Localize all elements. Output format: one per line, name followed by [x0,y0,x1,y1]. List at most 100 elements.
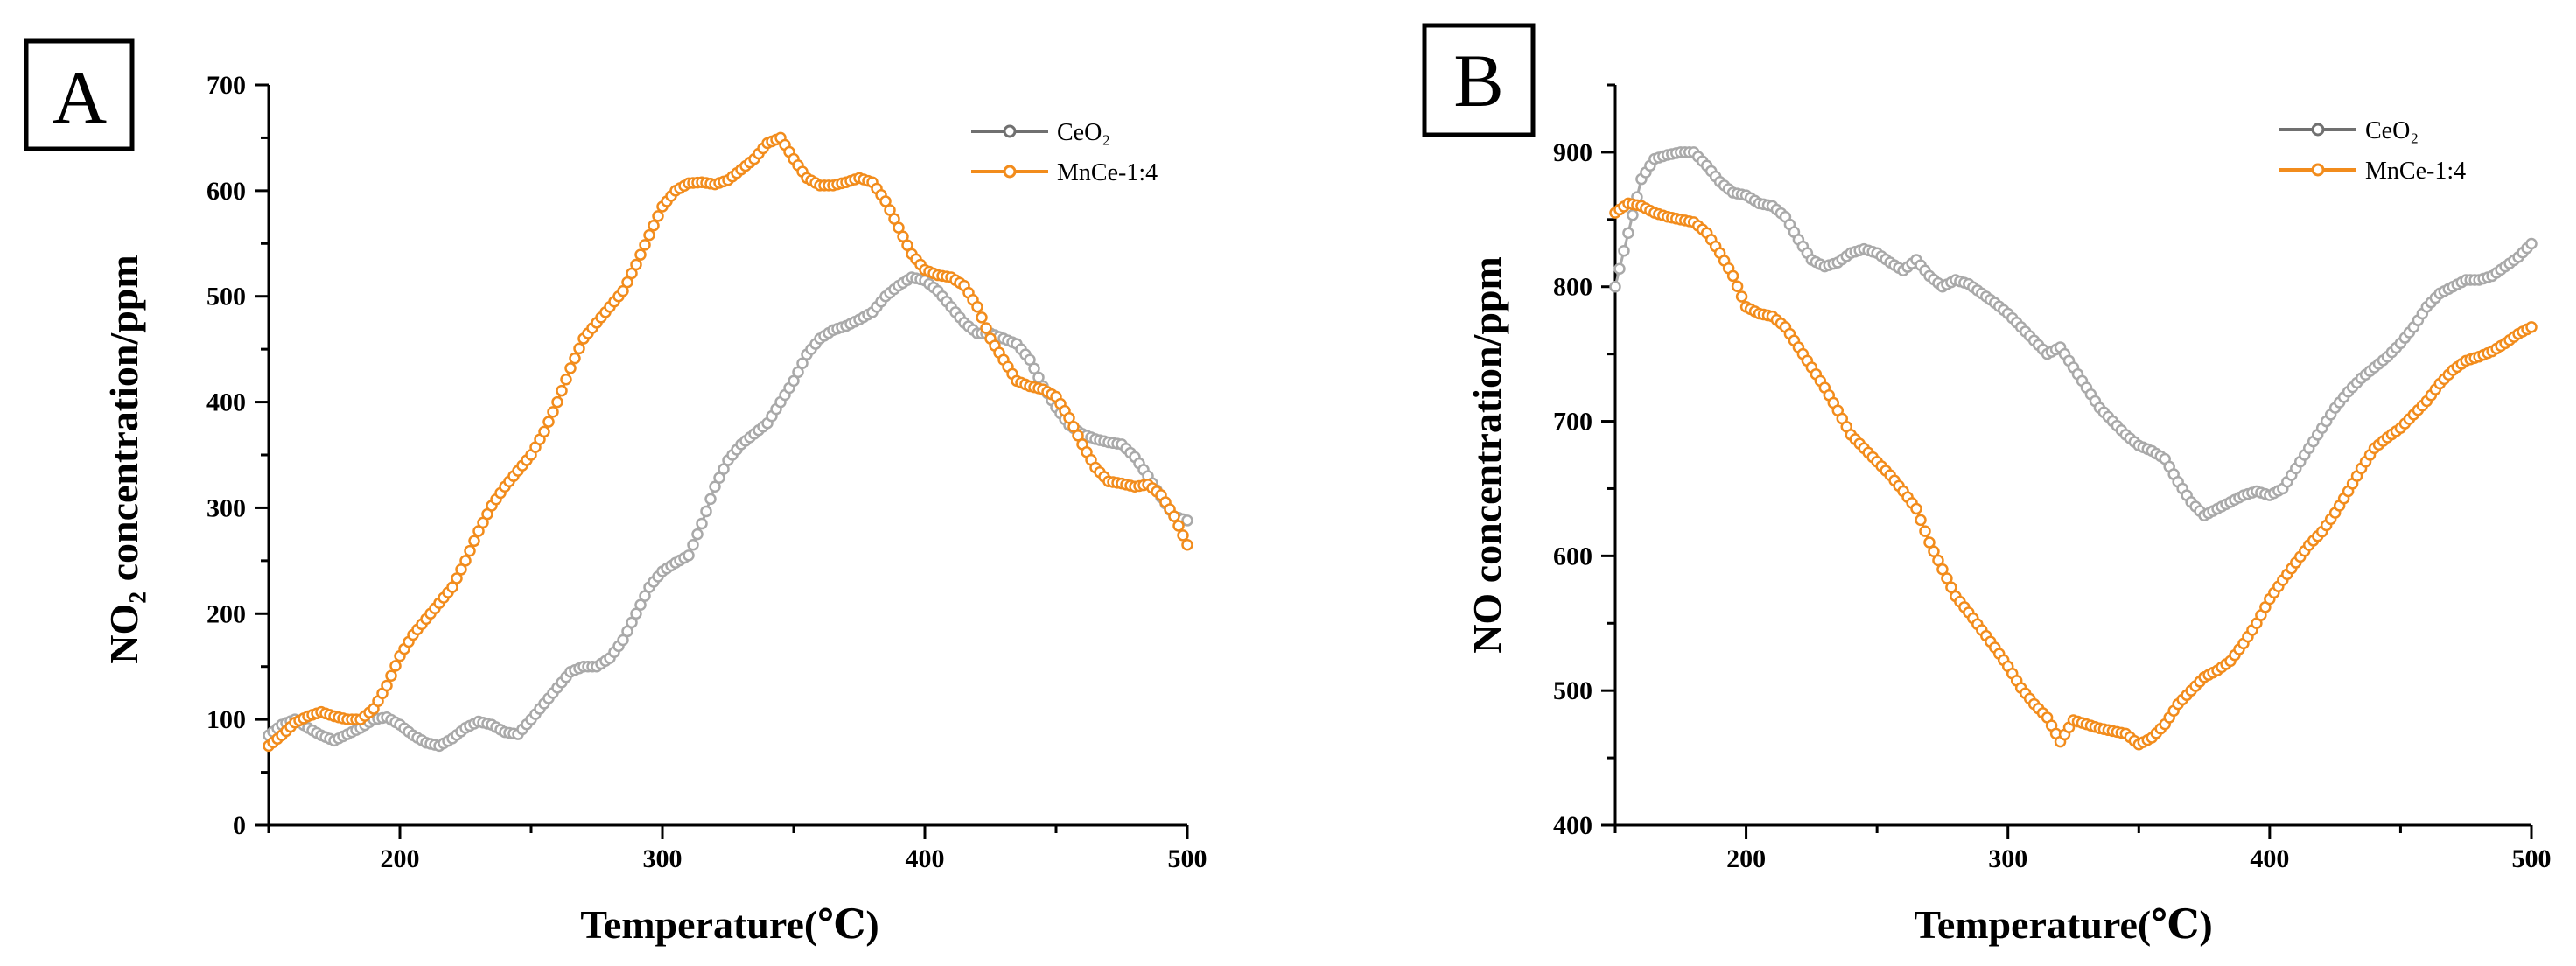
panel-b-series-mnce-point [1731,280,1744,292]
panel-a-series-mnce-legend-marker [1003,164,1017,178]
panel-a-series-mnce-point [455,564,467,576]
panel-b-series-mnce-point [1726,270,1740,283]
panel-b-series-mnce-point [1941,572,1953,584]
panel-b-series-mnce-legend-label: MnCe-1:4 [2365,158,2466,185]
panel-b-series-mnce-point [1936,563,1949,576]
panel-a-series-mnce-point [980,322,992,334]
panel-b-y-axis-title: NO concentration/ppm [1465,256,1509,654]
panel-a-series-ceo2-point [1032,371,1045,384]
panel-a-series-mnce-point [1063,411,1075,424]
panel-a: A 200 300 400 500 0 100 200 300 400 500 600 700 CeO₂… [24,38,1208,947]
panel-a-series-mnce-point [1172,520,1185,532]
panel-a-series-mnce-point [556,384,568,397]
panel-b-y-tick-label: 700 [1553,408,1592,437]
panel-a-series-ceo2-point [682,550,695,562]
panel-a-series-ceo2-line [268,276,1188,747]
panel-b-series-mnce-point [1945,581,1957,594]
panel-a-series-mnce-point [459,555,472,567]
panel-b-series-mnce-point [1914,514,1927,527]
panel-a-x-tick-label: 400 [906,844,945,873]
panel-a-series-ceo2-point [687,538,699,551]
panel-b-series-ceo2-point [1614,262,1626,275]
panel-a-series-mnce-point [1072,430,1084,442]
panel-b-series-ceo2-legend-marker [2311,122,2325,136]
panel-b-series-mnce-line [1614,201,2532,746]
panel-b-x-axis-title: Temperature(℃) [1914,902,2212,947]
panel-a-series-mnce-point [901,239,914,252]
panel-a-series-ceo2-point [621,625,634,638]
panel-a-series-mnce-point [551,396,564,409]
panel-a-series-ceo2-point [713,472,725,484]
panel-a-series-mnce-point [573,342,585,355]
panel-a-series-mnce-point [542,416,555,428]
panel-a-series-mnce-point [976,312,988,324]
panel-a-series-ceo2-point [709,480,721,494]
panel-a-series-mnce-point [547,406,559,418]
panel-a-series-mnce-point [879,195,892,207]
panel-a-series-ceo2-point [1024,354,1036,366]
panel-b: B 200 300 400 500 400 500 600 700 800 900 CeO₂ MnCe… [1422,23,2552,947]
panel-a-series-mnce-point [468,535,480,548]
panel-a-y-tick-label: 100 [206,705,246,734]
panel-a-y-tick-label: 0 [233,811,246,840]
panel-a-series-ceo2-point [700,505,712,518]
panel-a-series-ceo2-point [1028,362,1040,375]
panel-b-series-mnce-point [2525,321,2538,333]
panel-b-series-mnce-point [1923,536,1936,549]
panel-a-series-mnce-point [639,239,651,251]
panel-b-series-mnce-point [1910,502,1922,515]
panel-b-series-mnce-point [1928,545,1940,557]
panel-a-series-mnce-point [634,248,647,261]
panel-a-series-mnce-point [1181,538,1194,551]
panel-b-plot-area: 200 300 400 500 400 500 600 700 800 900 CeO₂ MnCe-1… [1553,83,2552,873]
panel-b-series-ceo2-legend-label: CeO₂ [2365,117,2418,144]
panel-a-series-ceo2-point [626,616,638,629]
panel-a-series-ceo2-point [1181,514,1194,527]
panel-a-x-axis-title: Temperature(℃) [580,902,878,947]
panel-a-series-mnce-point [564,362,577,374]
panel-a-series-mnce-point [652,210,664,222]
panel-a-y-tick-label: 300 [206,494,246,522]
panel-a-series-ceo2-point [696,517,708,530]
panel-a-series-mnce-point [1068,421,1080,433]
panel-a-y-tick-label: 400 [206,388,246,417]
panel-b-y-tick-label: 600 [1553,542,1592,570]
panel-a-series-ceo2-point [796,357,808,370]
panel-a-y-tick-label: 500 [206,283,246,312]
panel-a-series-mnce-point [648,219,660,232]
panel-a-series-mnce-point [643,228,655,242]
panel-a-series-mnce-point [897,230,909,242]
panel-a-letter: A [52,55,107,139]
panel-a-x-tick-label: 200 [381,844,420,873]
panel-b-x-tick-label: 400 [2250,844,2289,873]
panel-a-series-ceo2-point [617,634,629,647]
panel-b-series-mnce-point [1932,554,1944,567]
panel-b-y-tick-label: 800 [1553,273,1592,302]
panel-a-series-mnce-point [971,301,984,313]
panel-a-series-ceo2-point [788,374,800,388]
panel-a-letter-box [24,38,135,151]
panel-a-series-ceo2-point [634,598,647,611]
panel-b-series-mnce-point [1735,290,1748,303]
panel-a-series-mnce-point [569,352,581,365]
panel-a-x-tick-label: 500 [1168,844,1208,873]
panel-a-y-axis-title: NO₂ concentration/ppm [102,255,146,663]
panel-a-series-ceo2-point [639,590,651,602]
panel-b-series-ceo2-point [1618,244,1630,257]
panel-a-series-mnce-point [626,267,638,280]
panel-a-series-mnce-point [385,669,397,682]
panel-a-series-mnce-point [892,221,905,234]
panel-b-series-mnce-point [1919,525,1931,537]
panel-b-series-ceo2-line [1614,150,2533,518]
panel-a-y-tick-label: 200 [206,599,246,628]
panel-a-series-mnce-point [621,276,634,289]
panel-b-series-ceo2-point [1622,227,1634,239]
panel-a-series-mnce-point [1177,529,1189,542]
panel-a-series-ceo2-legend-marker [1003,124,1017,138]
panel-a-series-mnce-point [464,544,476,557]
panel-a-series-mnce-point [560,374,572,386]
panel-a-series-mnce-line [268,136,1189,747]
panel-a-series-ceo2-point [704,493,717,506]
panel-a-x-tick-label: 300 [643,844,682,873]
